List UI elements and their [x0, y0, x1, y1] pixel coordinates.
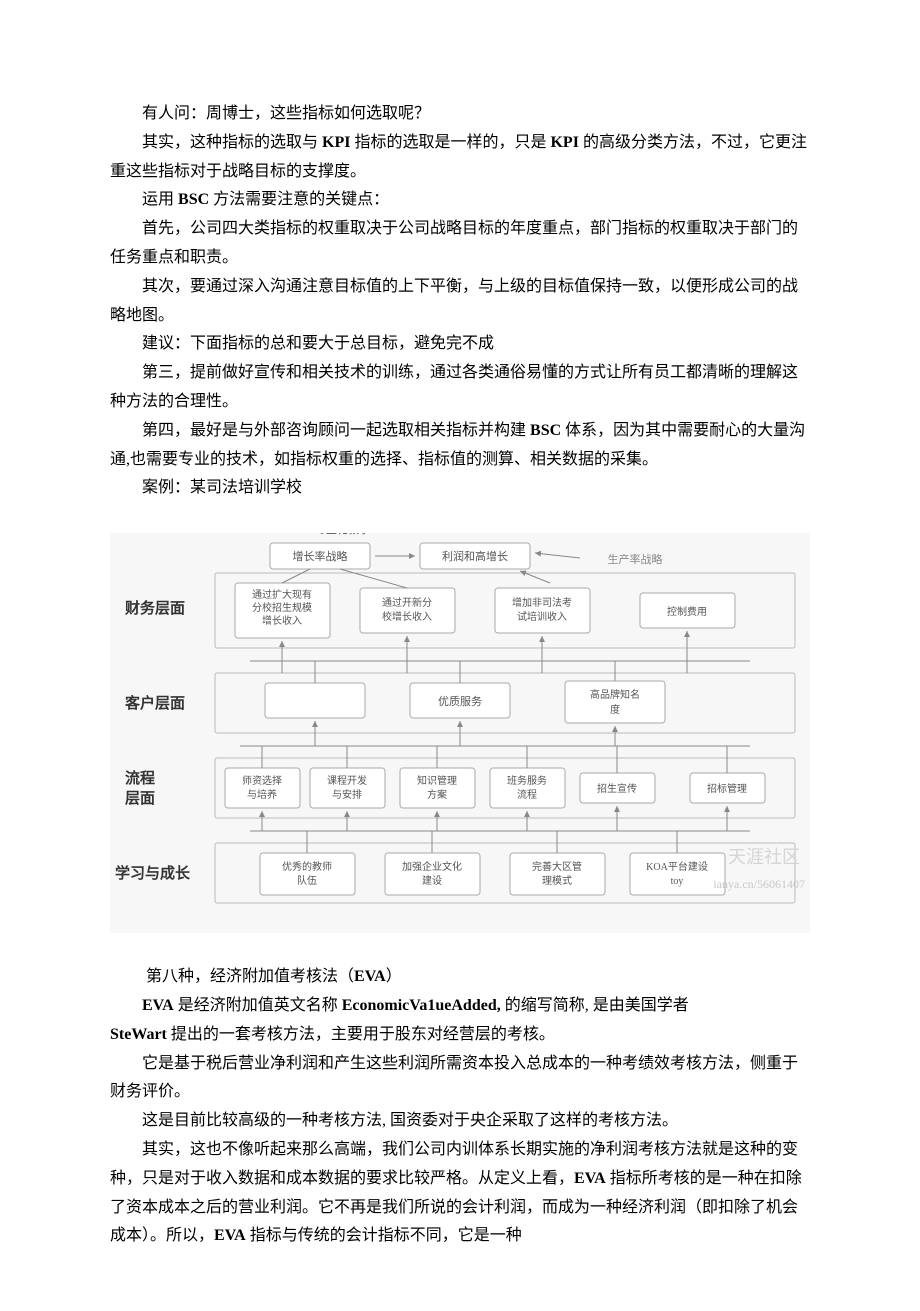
svg-text:完善大区管: 完善大区管	[532, 860, 582, 873]
para-6: 建议：下面指标的总和要大于总目标，避免完不成	[110, 330, 810, 359]
box-c3	[565, 681, 665, 723]
svg-text:toy: toy	[671, 876, 684, 887]
para-7: 第三，提前做好宣传和相关技术的训练，通过各类通俗易懂的方式让所有员工都清晰的理解…	[110, 359, 810, 417]
svg-text:招标管理: 招标管理	[707, 782, 747, 795]
text-t3: 生产率战略	[608, 552, 663, 566]
watermark-2: ianya.cn/56061407	[713, 877, 805, 891]
diagram-svg: 财务层面 客户层面 流程 层面 学习与成长 增长率战略 利润和高增长 生产率战略…	[110, 533, 810, 933]
svg-text:高品牌知名: 高品牌知名	[590, 688, 640, 701]
box-p2	[310, 768, 385, 808]
box-f3	[495, 588, 590, 633]
svg-text:加强企业文化: 加强企业文化	[402, 860, 462, 873]
svg-text:通过开新分: 通过开新分	[382, 596, 432, 609]
svg-text:校增长收入: 校增长收入	[382, 610, 432, 623]
svg-text:通过扩大现有: 通过扩大现有	[252, 588, 312, 601]
para-3: 运用 BSC 方法需要注意的关键点：	[110, 186, 810, 215]
para-4: 首先，公司四大类指标的权重取决于公司战略目标的年度重点，部门指标的权重取决于部门…	[110, 215, 810, 273]
svg-text:课程开发: 课程开发	[327, 774, 367, 787]
box-c1	[265, 683, 365, 718]
label-learning: 学习与成长	[115, 864, 191, 882]
label-process-b: 层面	[125, 790, 155, 807]
box-l1	[260, 853, 355, 895]
text-t2: 利润和高增长	[442, 549, 508, 563]
box-l4	[630, 853, 725, 895]
svg-text:队伍: 队伍	[297, 874, 317, 887]
box-p4	[490, 768, 565, 808]
svg-text:增长收入: 增长收入	[262, 614, 302, 627]
para-8: 第四，最好是与外部咨询顾问一起选取相关指标并构建 BSC 体系，因为其中需要耐心…	[110, 417, 810, 475]
svg-text:与培养: 与培养	[247, 788, 277, 801]
watermark-1: 天涯社区	[728, 847, 800, 867]
para-9: 案例：某司法培训学校	[110, 474, 810, 503]
svg-text:优秀的教师: 优秀的教师	[282, 860, 332, 873]
box-p1	[225, 768, 300, 808]
box-l3	[510, 853, 605, 895]
svg-text:招生宣传: 招生宣传	[597, 782, 637, 795]
label-customer: 客户层面	[124, 694, 185, 712]
svg-text:试培训收入: 试培训收入	[517, 610, 567, 623]
box-l2	[385, 853, 480, 895]
svg-text:优质服务: 优质服务	[438, 695, 482, 708]
svg-text:知识管理: 知识管理	[417, 774, 457, 787]
para-2: 其实，这种指标的选取与 KPI 指标的选取是一样的，只是 KPI 的高级分类方法…	[110, 129, 810, 187]
svg-text:控制费用: 控制费用	[667, 605, 707, 618]
text-t1: 增长率战略	[293, 549, 348, 563]
para-12: SteWart 提出的一套考核方法，主要用于股东对经营层的考核。	[110, 1021, 810, 1050]
svg-text:KOA平台建设: KOA平台建设	[646, 860, 708, 873]
svg-text:增加非司法考: 增加非司法考	[512, 596, 572, 609]
svg-text:流程: 流程	[517, 788, 537, 801]
para-11: EVA 是经济附加值英文名称 EconomicVa1ueAdded, 的缩写简称…	[110, 992, 810, 1021]
para-14: 这是目前比较高级的一种考核方法, 国资委对于央企采取了这样的考核方法。	[110, 1107, 810, 1136]
label-finance: 财务层面	[125, 599, 185, 617]
svg-text:师资选择: 师资选择	[242, 774, 282, 787]
svg-text:建设: 建设	[422, 874, 442, 887]
svg-text:专业化教学: 专业化教学	[315, 533, 370, 536]
svg-text:方案: 方案	[427, 788, 447, 801]
svg-text:分校招生规模: 分校招生规模	[252, 601, 312, 614]
text: 有人问：周博士，这些指标如何选取呢？	[142, 105, 430, 122]
para-5: 其次，要通过深入沟通注意目标值的上下平衡，与上级的目标值保持一致，以便形成公司的…	[110, 273, 810, 331]
box-f2	[360, 588, 455, 633]
svg-text:班务服务: 班务服务	[507, 774, 547, 787]
label-process: 流程	[125, 769, 155, 787]
svg-text:与安排: 与安排	[332, 788, 362, 801]
svg-text:理模式: 理模式	[542, 874, 572, 887]
para-1: 有人问：周博士，这些指标如何选取呢？	[110, 100, 810, 129]
para-15: 其实，这也不像听起来那么高端，我们公司内训体系长期实施的净利润考核方法就是这种的…	[110, 1136, 810, 1251]
para-10: 第八种，经济附加值考核法（EVA）	[110, 963, 810, 992]
para-13: 它是基于税后营业净利润和产生这些利润所需资本投入总成本的一种考绩效考核方法，侧重…	[110, 1050, 810, 1108]
svg-text:度: 度	[610, 703, 620, 716]
box-p3	[400, 768, 475, 808]
strategy-map-diagram: 财务层面 客户层面 流程 层面 学习与成长 增长率战略 利润和高增长 生产率战略…	[110, 533, 810, 933]
